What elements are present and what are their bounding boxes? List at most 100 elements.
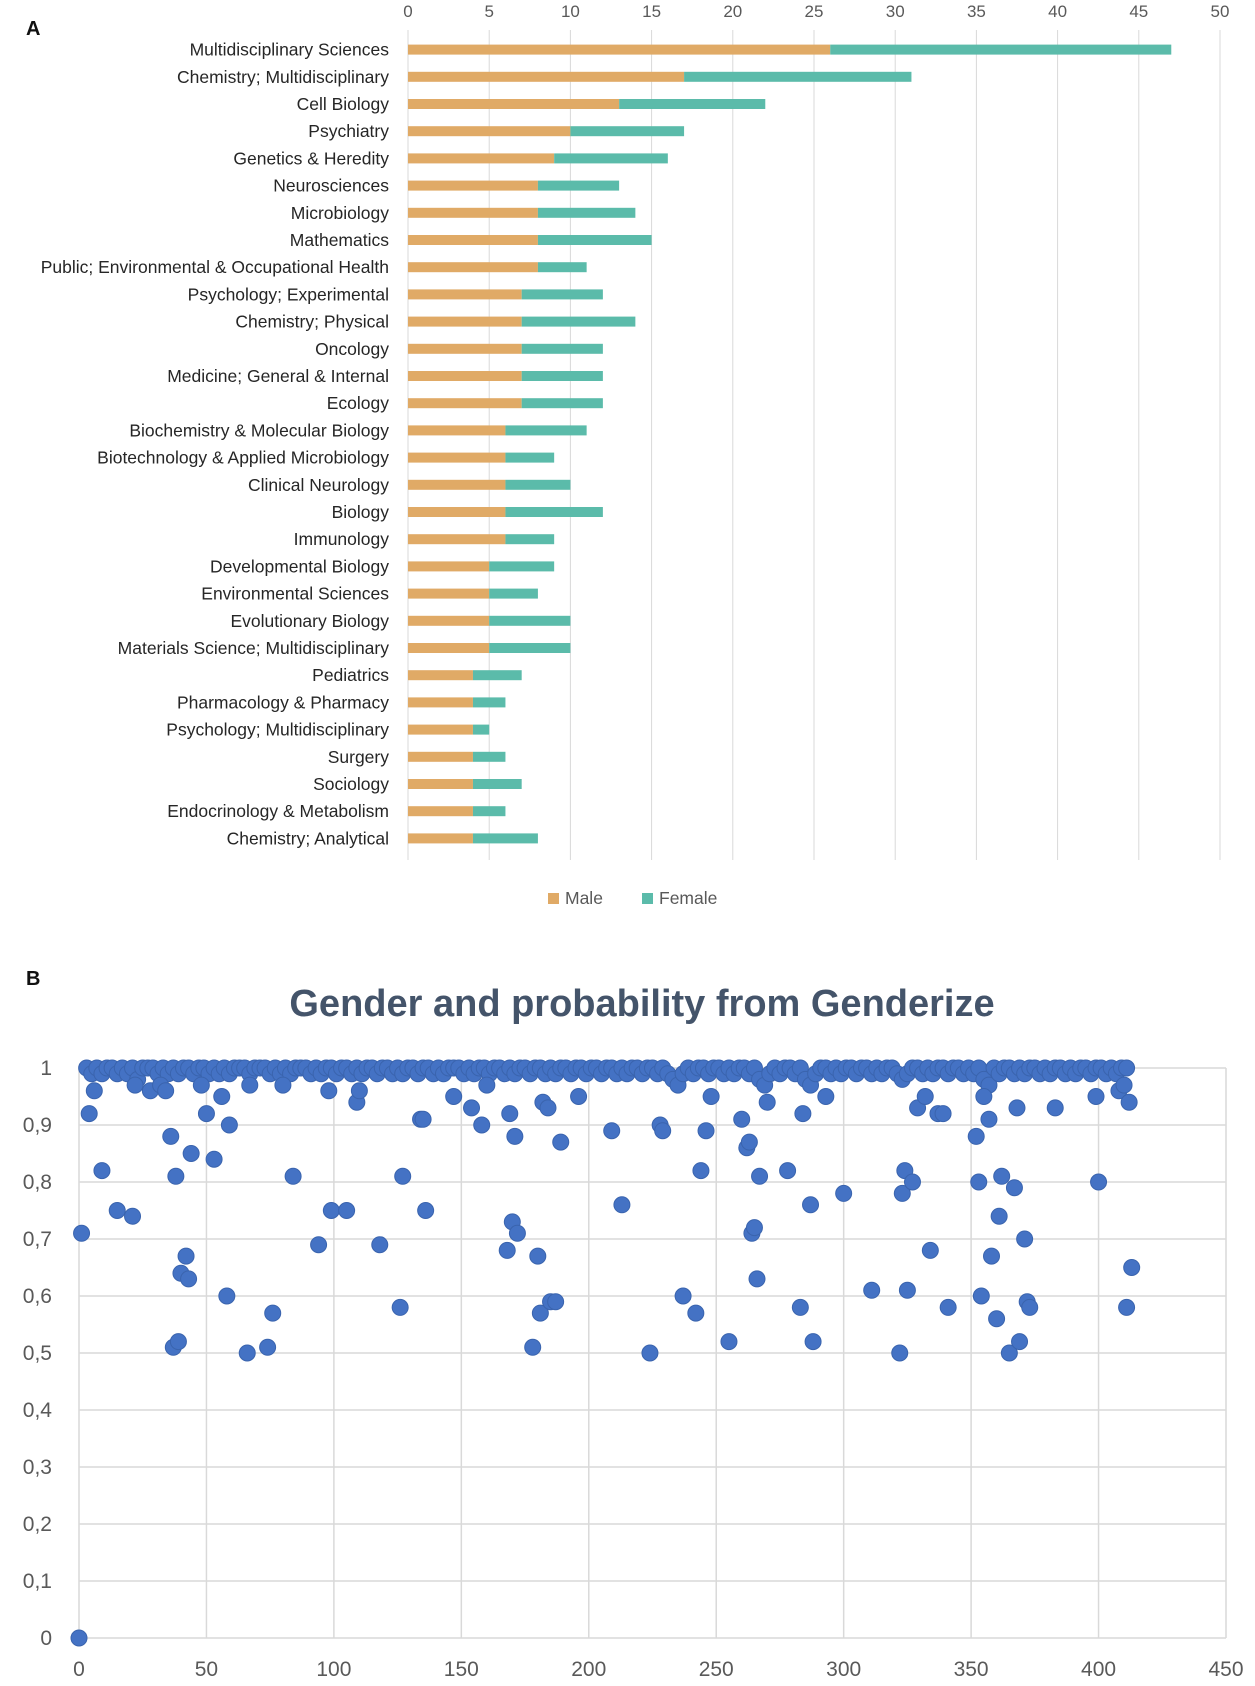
bar-male bbox=[408, 316, 522, 327]
data-point bbox=[733, 1110, 751, 1128]
data-point bbox=[779, 1162, 797, 1180]
data-point bbox=[552, 1133, 570, 1151]
bar-female bbox=[537, 235, 652, 245]
bar-female bbox=[505, 507, 603, 517]
data-point bbox=[692, 1162, 710, 1180]
data-point bbox=[745, 1219, 763, 1237]
bar-male bbox=[408, 588, 490, 599]
x-tick-label: 45 bbox=[1129, 2, 1148, 21]
x-tick-label: 100 bbox=[316, 1658, 351, 1681]
data-point bbox=[641, 1344, 659, 1362]
data-point bbox=[1120, 1093, 1138, 1111]
data-point bbox=[169, 1333, 187, 1351]
category-label: Cell Biology bbox=[297, 94, 390, 114]
data-point bbox=[124, 1207, 142, 1225]
data-point bbox=[983, 1247, 1001, 1265]
data-point bbox=[613, 1196, 631, 1214]
category-label: Immunology bbox=[294, 529, 390, 549]
x-tick-label: 400 bbox=[1081, 1658, 1116, 1681]
data-point bbox=[126, 1076, 144, 1094]
data-point bbox=[547, 1293, 565, 1311]
data-point bbox=[108, 1202, 126, 1219]
bar-female bbox=[472, 697, 506, 708]
bar-male bbox=[408, 561, 490, 572]
y-tick-label: 0,9 bbox=[23, 1114, 52, 1137]
data-point bbox=[791, 1298, 809, 1316]
legend-label-male: Male bbox=[565, 888, 603, 908]
data-point bbox=[501, 1105, 519, 1123]
data-point bbox=[1005, 1179, 1023, 1197]
stacked-bar-chart: 0 5 10 15 20 25 30 35 40 45 50 Multidisciplinary Sc… bbox=[41, 2, 1230, 908]
data-point bbox=[371, 1236, 389, 1254]
category-label: Pediatrics bbox=[312, 665, 389, 685]
bar-female bbox=[505, 479, 571, 490]
category-label: Psychiatry bbox=[308, 121, 389, 141]
bar-female bbox=[505, 425, 587, 436]
legend-swatch-male bbox=[548, 893, 559, 904]
bar-male bbox=[408, 71, 685, 82]
bar-male bbox=[408, 779, 473, 789]
category-label: Genetics & Heredity bbox=[233, 148, 389, 168]
x-tick-label: 50 bbox=[1211, 2, 1230, 21]
data-point bbox=[934, 1105, 952, 1123]
data-point bbox=[817, 1088, 835, 1105]
bar-female bbox=[570, 126, 685, 137]
data-point bbox=[414, 1110, 432, 1128]
data-point bbox=[197, 1105, 215, 1123]
bar-female bbox=[619, 99, 766, 109]
data-point bbox=[274, 1076, 292, 1094]
category-label: Mathematics bbox=[290, 230, 389, 250]
x-tick-label: 25 bbox=[805, 2, 824, 21]
scatter-chart: Gender and probability from Genderize 0 0,… bbox=[23, 983, 1244, 1681]
category-label: Chemistry; Multidisciplinary bbox=[177, 67, 389, 87]
bar-female bbox=[684, 71, 912, 82]
data-point bbox=[350, 1082, 368, 1100]
category-label: Clinical Neurology bbox=[248, 475, 389, 495]
data-point bbox=[835, 1184, 853, 1202]
data-point bbox=[794, 1105, 812, 1123]
data-point bbox=[751, 1167, 769, 1185]
bar-male bbox=[408, 751, 473, 762]
bar-male bbox=[408, 398, 522, 409]
bar-male bbox=[408, 507, 506, 517]
data-point bbox=[939, 1298, 957, 1316]
data-point bbox=[748, 1270, 766, 1288]
y-tick-label: 1 bbox=[40, 1057, 52, 1080]
data-point bbox=[898, 1281, 916, 1299]
y-tick-label: 0,2 bbox=[23, 1513, 52, 1536]
panel-label-a: A bbox=[26, 18, 41, 40]
y-tick-label: 0,3 bbox=[23, 1456, 52, 1479]
category-label: Psychology; Multidisciplinary bbox=[166, 720, 389, 740]
data-point bbox=[988, 1310, 1006, 1328]
category-label: Biochemistry & Molecular Biology bbox=[129, 420, 389, 440]
data-point bbox=[654, 1122, 672, 1140]
data-point bbox=[508, 1224, 526, 1242]
data-point bbox=[972, 1287, 990, 1305]
data-point bbox=[445, 1088, 463, 1105]
x-tick-label: 350 bbox=[954, 1658, 989, 1681]
bar-male bbox=[408, 207, 538, 218]
bar-female bbox=[489, 615, 571, 626]
data-point bbox=[322, 1202, 340, 1219]
data-point bbox=[391, 1298, 409, 1316]
category-label: Medicine; General & Internal bbox=[167, 366, 389, 386]
data-point bbox=[213, 1088, 231, 1105]
data-point bbox=[697, 1122, 715, 1140]
x-tick-label: 35 bbox=[967, 2, 986, 21]
legend-label-female: Female bbox=[659, 888, 717, 908]
bar-female bbox=[489, 643, 571, 653]
category-label: Environmental Sciences bbox=[201, 584, 389, 604]
data-point bbox=[192, 1076, 210, 1094]
category-label: Multidisciplinary Sciences bbox=[190, 40, 390, 60]
data-point bbox=[570, 1088, 588, 1105]
category-label: Chemistry; Analytical bbox=[227, 828, 389, 848]
data-point bbox=[1115, 1076, 1133, 1094]
category-label: Pharmacology & Pharmacy bbox=[177, 692, 389, 712]
data-point bbox=[980, 1110, 998, 1128]
data-point bbox=[804, 1333, 822, 1351]
data-point bbox=[1046, 1099, 1064, 1117]
x-tick-label: 250 bbox=[699, 1658, 734, 1681]
bar-male bbox=[408, 806, 473, 817]
y-tick-label: 0,4 bbox=[23, 1399, 53, 1422]
bar-male bbox=[408, 452, 506, 463]
